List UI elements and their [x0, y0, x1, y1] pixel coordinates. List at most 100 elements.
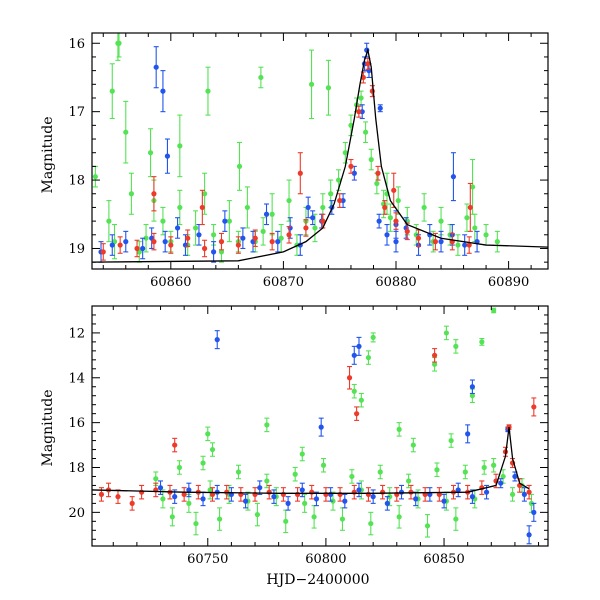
x-tick-label: 60890 [488, 275, 529, 290]
marker [351, 388, 357, 394]
marker [226, 218, 232, 224]
data-point-red [172, 437, 178, 453]
data-point-blue [305, 196, 311, 219]
data-point-green [286, 179, 292, 222]
marker [115, 40, 121, 46]
data-point-red [303, 219, 309, 237]
data-point-green [365, 350, 372, 365]
marker [466, 242, 472, 248]
data-point-blue [162, 230, 168, 253]
data-point-red [346, 366, 353, 390]
marker [351, 489, 357, 495]
marker [351, 170, 357, 176]
marker [391, 187, 397, 193]
marker [356, 487, 362, 493]
marker [214, 337, 220, 343]
marker [370, 334, 376, 341]
data-point-blue [318, 417, 324, 437]
data-point-green [299, 446, 305, 462]
marker [177, 143, 183, 149]
marker [181, 491, 187, 498]
data-point-blue [157, 480, 164, 495]
data-point-green [311, 505, 317, 529]
marker [244, 204, 250, 211]
data-point-blue [469, 489, 475, 504]
data-point-green [236, 141, 243, 191]
data-point-blue [271, 489, 277, 504]
data-point-green [396, 505, 402, 529]
data-point-red [467, 182, 473, 232]
data-point-red [199, 189, 205, 226]
data-point-blue [164, 138, 171, 174]
marker [469, 184, 476, 190]
marker [263, 211, 270, 217]
marker [398, 489, 405, 495]
data-point-green [200, 455, 206, 471]
data-point-green [169, 507, 175, 527]
marker [375, 170, 381, 176]
marker [177, 204, 183, 211]
marker [151, 239, 157, 245]
data-point-green [434, 462, 440, 478]
data-point-blue [196, 223, 202, 246]
marker [469, 494, 475, 500]
top-panel-y-axis-label: Magnitude [40, 116, 56, 193]
marker [153, 476, 159, 482]
marker [441, 498, 447, 504]
data-point-red [393, 212, 399, 230]
marker [140, 245, 146, 252]
data-point-blue [285, 496, 291, 511]
marker [153, 64, 159, 70]
data-point-blue [465, 424, 471, 444]
data-point-red [356, 105, 362, 118]
data-point-green [106, 200, 112, 243]
marker [302, 500, 308, 506]
marker [269, 239, 275, 245]
marker [421, 204, 427, 211]
marker [236, 163, 243, 169]
marker [294, 491, 301, 498]
marker [129, 500, 135, 506]
x-tick-label: 60850 [423, 552, 464, 567]
marker [286, 232, 292, 238]
y-tick-label: 20 [68, 506, 85, 521]
data-point-green [406, 473, 412, 489]
marker [351, 352, 357, 358]
marker [491, 307, 497, 314]
marker [365, 61, 371, 67]
marker [479, 339, 485, 345]
marker [299, 487, 305, 493]
data-point-green [455, 234, 461, 256]
marker [491, 462, 497, 468]
data-point-green [351, 383, 357, 399]
data-point-green [115, 33, 121, 61]
data-point-blue [174, 217, 181, 239]
data-point-blue [109, 234, 115, 256]
marker [199, 204, 205, 211]
marker [160, 496, 166, 502]
y-tick-label: 14 [68, 371, 85, 386]
marker [218, 249, 225, 255]
data-point-green [443, 325, 450, 341]
marker [320, 204, 326, 211]
marker [160, 88, 166, 94]
data-point-green [207, 480, 213, 500]
marker [348, 163, 354, 169]
plot-area [92, 33, 548, 263]
marker [337, 491, 343, 498]
data-point-red [134, 239, 140, 258]
marker [521, 491, 527, 498]
data-point-red [286, 226, 292, 244]
data-point-green [258, 66, 264, 89]
data-point-red [181, 487, 187, 502]
data-point-green [325, 59, 332, 116]
data-point-blue [521, 487, 527, 502]
marker [200, 460, 206, 466]
marker [216, 516, 223, 522]
data-point-green [349, 469, 355, 484]
data-point-red [337, 193, 343, 208]
data-point-red [479, 480, 485, 495]
marker [472, 225, 478, 231]
data-point-red [431, 348, 438, 363]
data-point-blue [222, 210, 228, 232]
